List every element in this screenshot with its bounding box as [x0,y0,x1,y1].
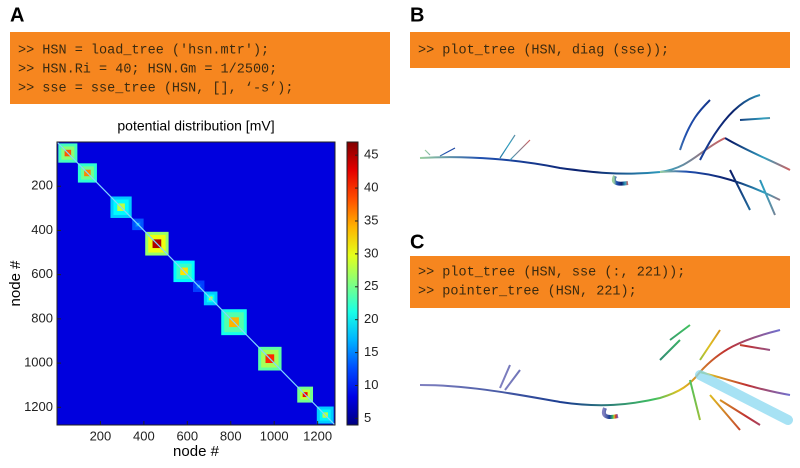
y-tick-label: 400 [31,222,53,237]
y-axis-label: node # [7,260,24,307]
colorbar-tick-label: 45 [364,147,378,162]
y-tick-label: 600 [31,266,53,281]
panel-label: B [410,4,424,26]
colorbar-tick-label: 40 [364,180,378,195]
x-tick-label: 400 [133,428,155,443]
code-line: >> HSN.Ri = 40; HSN.Gm = 1/2500; [18,63,277,78]
y-tick-label: 200 [31,178,53,193]
code-line: >> sse = sse_tree (HSN, [], ‘-s’); [18,82,293,97]
colorbar-tick-label: 20 [364,311,378,326]
code-line: >> pointer_tree (HSN, 221); [418,285,637,300]
diagonal [56,141,336,426]
x-axis-label: node # [173,443,220,460]
chart-title: potential distribution [mV] [117,118,274,134]
colorbar-tick-label: 5 [364,410,371,425]
x-tick-label: 800 [220,428,242,443]
tree-b [419,94,791,216]
y-tick-label: 800 [31,310,53,325]
colorbar-tick-label: 35 [364,212,378,227]
tree-c [419,324,793,431]
code-box [410,32,790,68]
code-box [410,256,790,308]
x-tick-label: 1200 [303,428,332,443]
colorbar-tick-label: 15 [364,344,378,359]
plot-frame [56,141,336,426]
x-tick-label: 1000 [260,428,289,443]
code-line: >> plot_tree (HSN, sse (:, 221)); [418,266,685,281]
colorbar-tick-label: 25 [364,278,378,293]
code-box [10,32,390,104]
panel-label: C [410,231,424,253]
code-line: >> HSN = load_tree ('hsn.mtr'); [18,44,269,59]
colorbar-tick-label: 10 [364,377,378,392]
x-tick-label: 200 [90,428,112,443]
y-tick-label: 1000 [24,355,53,370]
colorbar [346,141,359,426]
colorbar-tick-label: 30 [364,245,378,260]
x-tick-label: 600 [176,428,198,443]
code-line: >> plot_tree (HSN, diag (sse)); [418,44,669,59]
y-tick-label: 1200 [24,399,53,414]
panel-label: A [10,4,24,26]
